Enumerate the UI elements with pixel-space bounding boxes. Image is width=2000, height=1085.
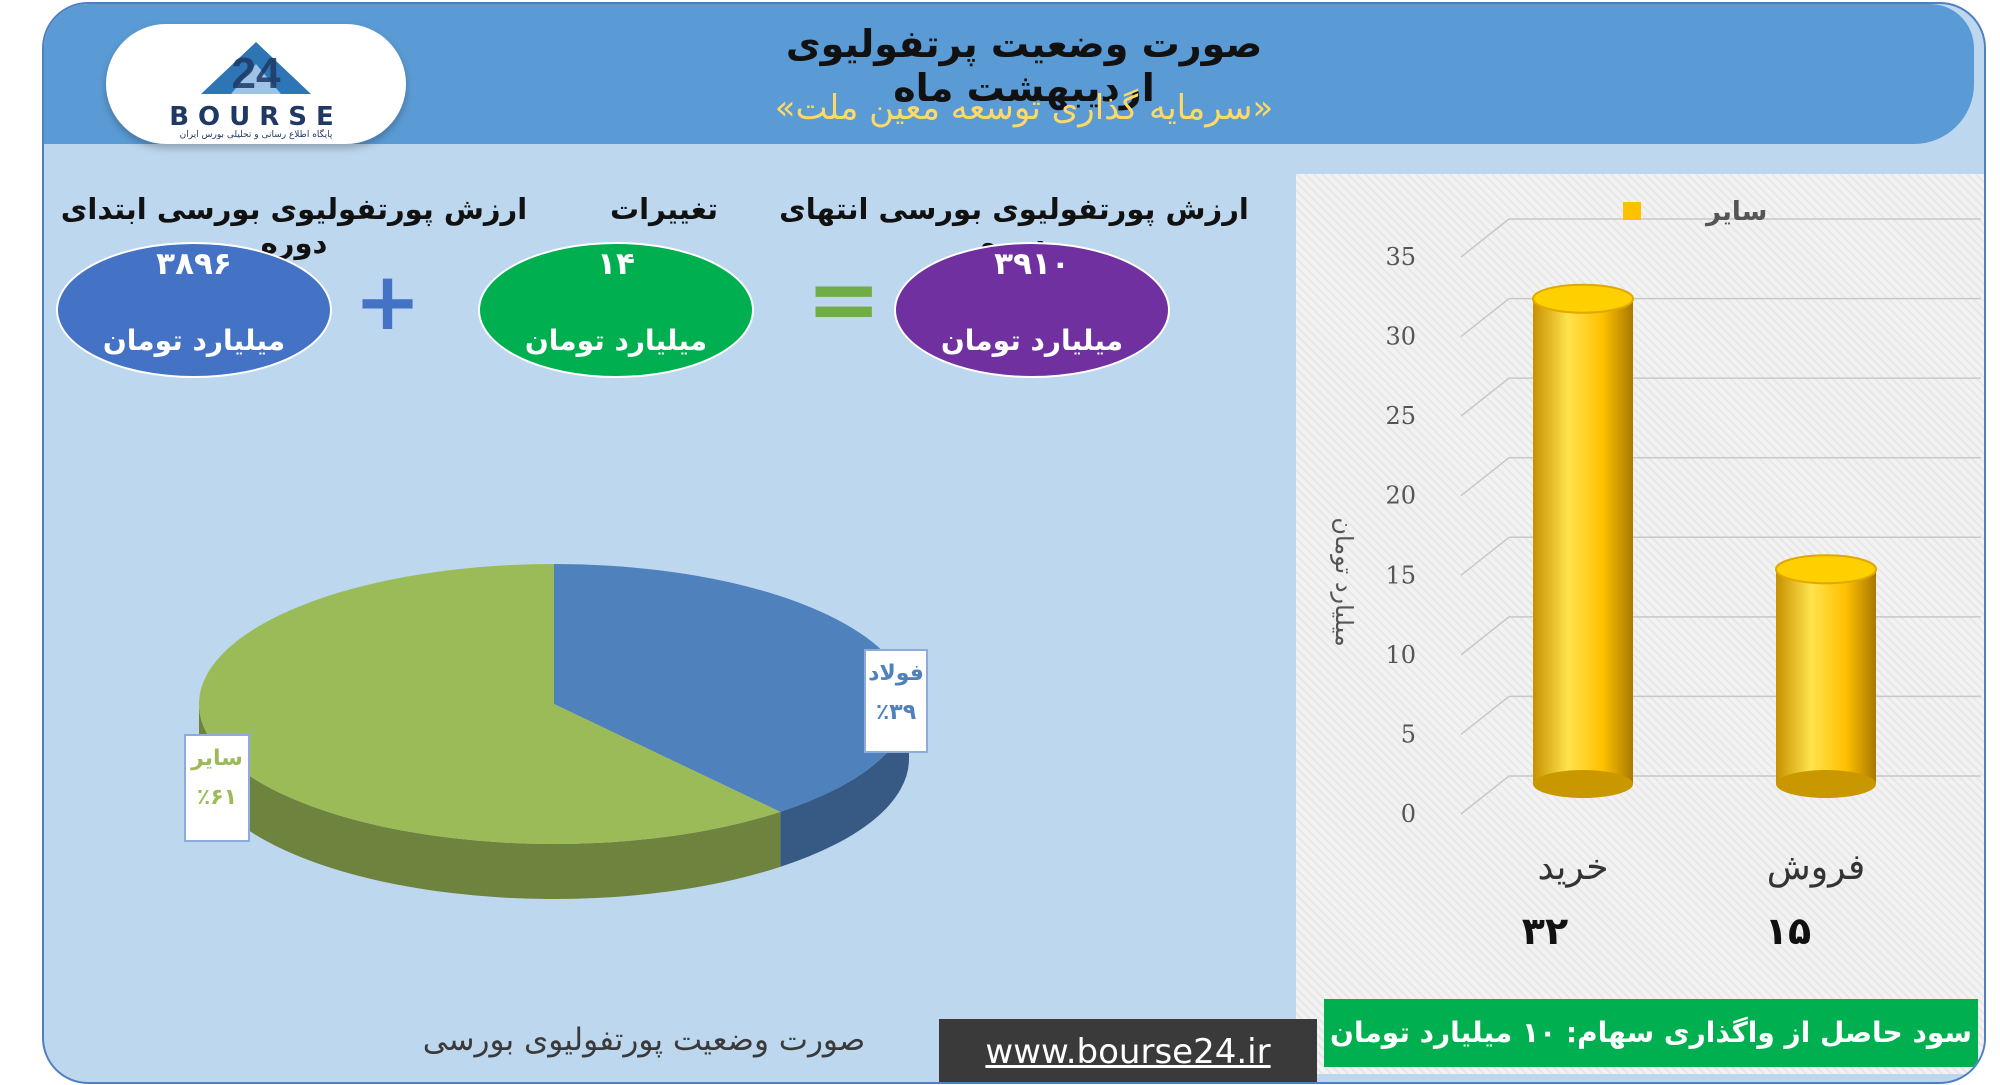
change-value: ۱۴ xyxy=(597,246,635,282)
y-tick-label-7: 35 xyxy=(1385,243,1416,271)
y-axis-label: میلیارد تومان xyxy=(1330,517,1358,646)
pie-side-1 xyxy=(199,704,781,899)
start-value-label: ارزش پورتفولیوی بورسی ابتدای دوره xyxy=(60,192,528,260)
bar-base-1 xyxy=(1776,770,1876,798)
category-label-0: خرید xyxy=(1537,847,1608,888)
end-value: ۳۹۱۰ xyxy=(994,246,1070,282)
pie-slice-1 xyxy=(198,564,781,844)
bar-base-0 xyxy=(1533,770,1633,798)
plus-icon: + xyxy=(354,255,422,348)
pie-side-0 xyxy=(780,704,909,867)
start-value-ellipse: ۳۸۹۶ میلیارد تومان xyxy=(56,242,332,378)
y-tick-label-5: 25 xyxy=(1385,402,1416,430)
bar-0 xyxy=(1533,298,1633,784)
page-title: صورت وضعیت پرتفولیوی اردیبهشت ماه xyxy=(785,22,1263,110)
gridline-diag-3 xyxy=(1460,536,1510,576)
y-tick-label-1: 5 xyxy=(1401,720,1416,748)
gridline-diag-4 xyxy=(1460,457,1510,497)
y-tick-label-0: 0 xyxy=(1401,800,1416,828)
pie-label-steel-name: فولاد xyxy=(868,661,924,686)
pie-chart xyxy=(198,564,909,899)
pie-label-steel-percent: ٪۳۹ xyxy=(875,700,917,725)
gridline-diag-6 xyxy=(1460,297,1510,338)
y-tick-label-3: 15 xyxy=(1385,561,1416,589)
logo-mountain-icon: 24 xyxy=(201,42,311,98)
end-value-ellipse: ۳۹۱۰ میلیارد تومان xyxy=(894,242,1170,378)
change-value-ellipse: ۱۴ میلیارد تومان xyxy=(478,242,754,378)
page-subtitle: «سرمایه گذاری توسعه معین ملت» xyxy=(774,88,1274,128)
y-tick-label-4: 20 xyxy=(1385,482,1416,510)
gridline-diag-1 xyxy=(1460,695,1510,736)
legend-label: سایر xyxy=(1704,197,1767,227)
pie-label-other-percent: ٪۶۱ xyxy=(196,785,238,810)
change-label: تغییرات xyxy=(609,192,719,226)
pie-label-other-name: سایر xyxy=(191,746,243,771)
bar-chart: 0 5 10 15 20 25 30 35 میلیارد تومان سایر خرید ۳۲ فرو… xyxy=(1330,197,1981,953)
bourse24-logo: 24 BOURSE پایگاه اطلاع رسانی و تحلیلی بو… xyxy=(106,24,406,144)
y-tick-label-6: 30 xyxy=(1385,323,1416,351)
equals-icon: = xyxy=(806,247,882,352)
infographic-frame: صورت وضعیت پرتفولیوی اردیبهشت ماه «سرمای… xyxy=(42,2,1986,1084)
bar-value-label-0: ۳۲ xyxy=(1522,909,1568,953)
start-value: ۳۸۹۶ xyxy=(156,246,232,282)
bar-1 xyxy=(1776,569,1876,784)
pie-label-steel: فولاد ٪۳۹ xyxy=(864,649,928,753)
gridline-diag-7 xyxy=(1460,218,1510,258)
bar-value-label-1: ۱۵ xyxy=(1765,909,1811,953)
category-label-1: فروش xyxy=(1767,847,1865,888)
change-value-unit: میلیارد تومان xyxy=(524,324,708,357)
end-value-unit: میلیارد تومان xyxy=(940,324,1124,357)
legend-swatch xyxy=(1623,202,1641,220)
gridline-diag-2 xyxy=(1460,616,1510,656)
pie-slice-0 xyxy=(554,564,909,812)
bar-top-1 xyxy=(1775,554,1877,585)
bar-chart-panel: 0 5 10 15 20 25 30 35 میلیارد تومان سایر خرید ۳۲ فرو… xyxy=(1296,174,1984,1074)
gridline-diag-5 xyxy=(1460,377,1510,417)
footer-caption: صورت وضعیت پورتفولیوی بورسی xyxy=(422,1022,866,1058)
logo-subtext: پایگاه اطلاع رسانی و تحلیلی بورس ایران xyxy=(179,130,333,140)
start-value-unit: میلیارد تومان xyxy=(102,324,286,357)
pie-label-other: سایر ٪۶۱ xyxy=(184,734,250,842)
logo-number: 24 xyxy=(232,49,281,98)
profit-box: سود حاصل از واگذاری سهام: ۱۰ میلیارد توم… xyxy=(1324,999,1978,1067)
website-link[interactable]: www.bourse24.ir xyxy=(939,1019,1317,1082)
y-tick-label-2: 10 xyxy=(1385,641,1416,669)
logo-text: BOURSE xyxy=(169,102,343,132)
gridline-diag-0 xyxy=(1460,775,1510,815)
bar-top-0 xyxy=(1532,283,1634,314)
